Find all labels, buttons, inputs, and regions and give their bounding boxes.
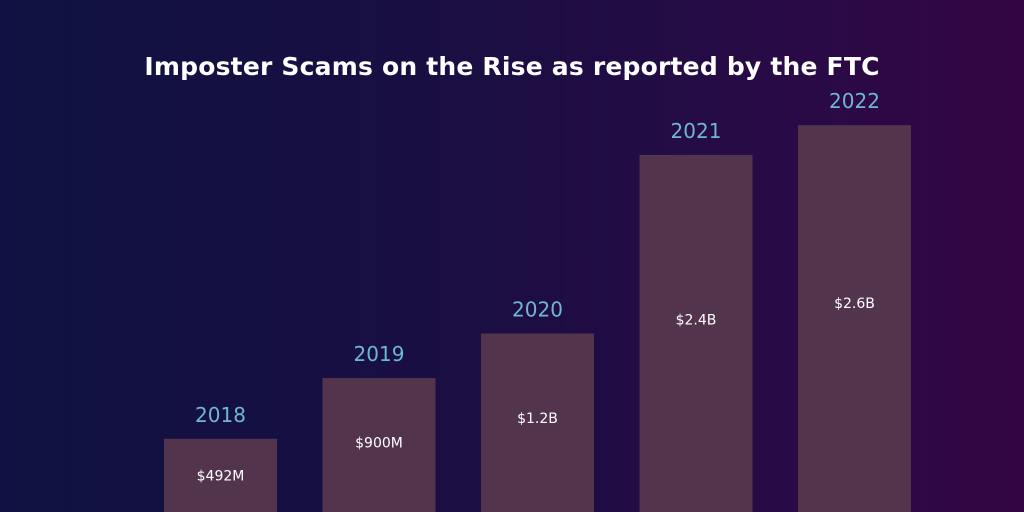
data-label-2022: $2.6B [834,296,875,312]
data-label-2021: $2.4B [676,313,717,329]
bar-2020 [481,333,594,512]
category-label-2019: 2019 [354,342,405,366]
bar-2019 [322,378,436,512]
category-label-2022: 2022 [829,89,880,113]
bar-2022 [798,125,911,512]
data-label-2018: $492M [197,468,245,484]
category-label-2020: 2020 [512,297,563,321]
data-label-2020: $1.2B [517,411,558,427]
category-label-2018: 2018 [195,403,246,427]
data-label-2019: $900M [355,435,403,451]
category-label-2021: 2021 [671,119,722,143]
chart-title: Imposter Scams on the Rise as reported b… [144,52,880,81]
bar-2021 [639,154,753,512]
bar-2018 [164,438,277,512]
